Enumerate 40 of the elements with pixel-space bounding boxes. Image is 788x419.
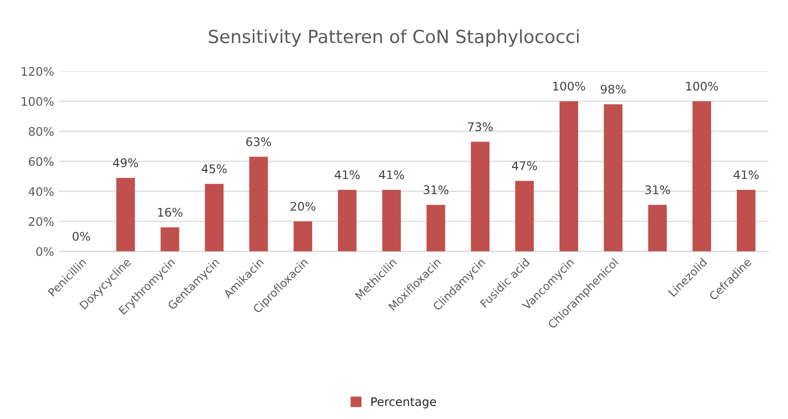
y-tick-label: 0%	[36, 247, 54, 256]
bar	[382, 190, 401, 252]
bar	[338, 190, 357, 252]
data-label: 31%	[645, 185, 670, 194]
data-label: 47%	[512, 161, 537, 170]
y-tick-label: 80%	[28, 127, 54, 136]
data-label: 41%	[734, 170, 759, 180]
y-tick-label: 20%	[28, 217, 54, 226]
data-label: 31%	[424, 185, 448, 194]
bar	[249, 156, 268, 252]
bar	[604, 104, 622, 252]
y-tick-label: 40%	[28, 187, 54, 196]
data-label: 49%	[113, 158, 138, 168]
data-label: 0%	[72, 232, 90, 241]
data-label: 41%	[334, 170, 360, 180]
bar	[648, 204, 667, 252]
bar	[470, 142, 490, 252]
legend-label: Percentage	[371, 397, 436, 408]
y-tick-label: 60%	[28, 157, 54, 166]
bar	[692, 101, 712, 252]
bar	[560, 101, 578, 252]
bar	[116, 178, 135, 252]
bar	[294, 221, 312, 252]
data-label: 100%	[553, 82, 586, 91]
data-label: 100%	[686, 82, 718, 91]
data-label: 16%	[158, 208, 182, 217]
bar	[515, 180, 534, 252]
bar	[426, 204, 446, 252]
data-label: 98%	[600, 84, 626, 94]
y-tick-label: 100%	[22, 96, 54, 106]
data-label: 45%	[202, 164, 227, 174]
bar	[160, 227, 180, 252]
y-tick-label: 120%	[22, 66, 54, 76]
chart-title: Sensitivity Patteren of CoN Staphylococci	[208, 29, 579, 47]
data-label: 63%	[246, 137, 272, 146]
bar	[736, 190, 756, 252]
data-label: 73%	[468, 122, 493, 132]
bar	[204, 184, 224, 252]
data-label: 41%	[378, 170, 404, 180]
data-label: 20%	[290, 202, 316, 211]
